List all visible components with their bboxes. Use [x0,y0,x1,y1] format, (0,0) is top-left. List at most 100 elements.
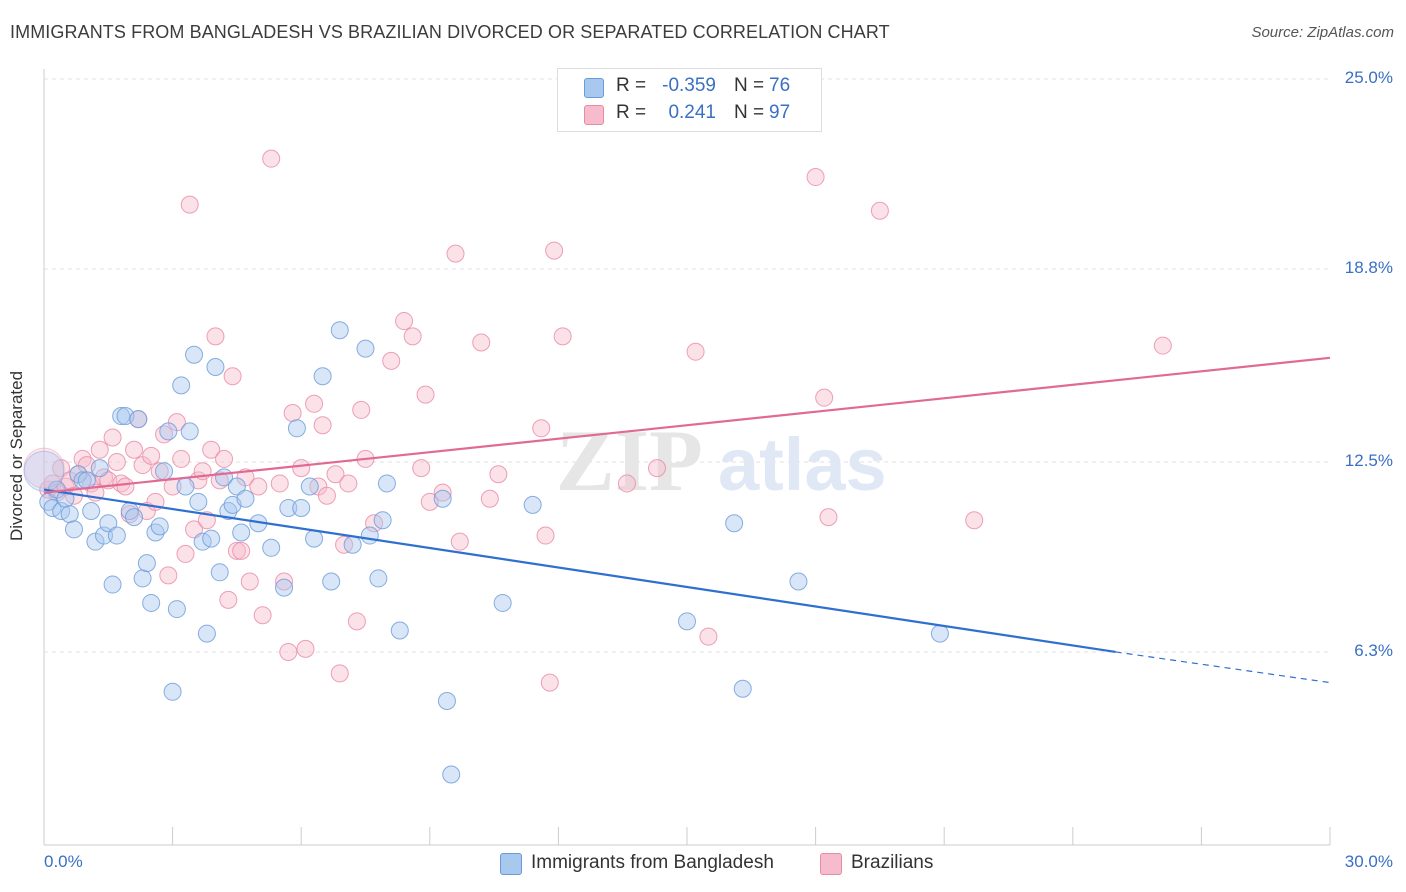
point-brazilians [227,541,246,560]
point-bangladesh [262,538,281,557]
point-bangladesh [322,572,341,591]
point-brazilians [283,403,302,422]
point-brazilians [472,333,491,352]
y-tick-label: 18.8% [1344,257,1393,277]
y-tick-label: 6.3% [1354,640,1393,660]
point-brazilians [403,327,422,346]
point-bangladesh [437,691,456,710]
point-brazilians [1153,336,1172,355]
point-bangladesh [287,419,306,438]
point-bangladesh [227,477,246,496]
point-brazilians [806,168,825,187]
point-bangladesh [493,593,512,612]
legend-r-label: R = [616,75,647,96]
point-brazilians [206,327,225,346]
point-brazilians [317,486,336,505]
point-brazilians [536,526,555,545]
point-brazilians [232,541,251,560]
point-brazilians [240,572,259,591]
point-bangladesh [189,492,208,511]
point-brazilians [185,520,204,539]
point-bangladesh [313,367,332,386]
point-brazilians [296,639,315,658]
point-brazilians [480,489,499,508]
point-brazilians [433,483,452,502]
watermark-atlas: atlas [718,423,887,506]
legend-box: R = -0.359 N = 76 R = 0.241 N = 97 [557,68,822,132]
point-brazilians [172,449,191,468]
point-brazilians [90,440,109,459]
point-bangladesh [167,600,186,619]
point-brazilians [159,566,178,585]
point-brazilians [249,477,268,496]
point-brazilians [446,244,465,263]
point-bangladesh [185,345,204,364]
point-bangladesh [733,679,752,698]
point-brazilians [545,241,564,260]
point-bangladesh [279,498,298,517]
point-brazilians [262,149,281,168]
point-brazilians [965,511,984,530]
point-bangladesh [373,511,392,530]
y-tick-label: 25.0% [1344,68,1393,87]
legend-row-brazilians: R = 0.241 N = 97 [558,101,821,127]
point-brazilians [617,474,636,493]
bottom-legend-swatch-brazilians [820,853,842,875]
point-brazilians [176,544,195,563]
legend-r-value: -0.359 [662,75,716,96]
point-bangladesh [305,529,324,548]
point-bangladesh [65,520,84,539]
point-brazilians [819,508,838,527]
source-label: Source: ZipAtlas.com [1251,24,1394,41]
point-brazilians [532,419,551,438]
bottom-legend-label: Brazilians [851,852,934,873]
point-brazilians [489,465,508,484]
point-brazilians [279,642,298,661]
legend-row-bangladesh: R = -0.359 N = 76 [558,74,821,100]
trend-line-brazilians [43,356,1331,494]
point-bangladesh [159,422,178,441]
legend-r-value: 0.241 [668,102,716,123]
point-bangladesh [103,575,122,594]
point-bangladesh [77,471,96,490]
point-brazilians [116,477,135,496]
point-brazilians [125,440,144,459]
point-bangladesh [433,489,452,508]
point-bangladesh [60,505,79,524]
point-brazilians [395,312,414,331]
point-bangladesh [150,517,169,536]
trend-line-bangladesh-extension [1115,651,1331,684]
point-bangladesh [300,477,319,496]
y-tick-label: 12.5% [1344,451,1393,470]
point-bangladesh [107,526,126,545]
y-axis-label: Divorced or Separated [7,370,26,542]
legend-n-label: N = [734,102,765,123]
point-brazilians [416,385,435,404]
bottom-legend-label: Immigrants from Bangladesh [531,852,774,873]
point-bangladesh [90,459,109,478]
point-brazilians [313,416,332,435]
point-bangladesh [356,339,375,358]
point-brazilians [180,195,199,214]
trend-line-bangladesh [43,488,1116,654]
point-brazilians [292,459,311,478]
point-brazilians [223,367,242,386]
point-bangladesh [930,624,949,643]
point-brazilians [553,327,572,346]
point-brazilians [202,440,221,459]
point-brazilians [540,673,559,692]
point-bangladesh [23,450,65,492]
point-brazilians [52,459,71,478]
point-brazilians [23,447,65,489]
point-bangladesh [142,593,161,612]
point-brazilians [326,465,345,484]
x-tick-label: 30.0% [1344,852,1393,871]
point-bangladesh [232,523,251,542]
point-bangladesh [163,682,182,701]
point-bangladesh [133,569,152,588]
point-bangladesh [369,569,388,588]
legend-swatch-bangladesh [584,78,604,98]
point-brazilians [339,474,358,493]
point-bangladesh [112,407,131,426]
